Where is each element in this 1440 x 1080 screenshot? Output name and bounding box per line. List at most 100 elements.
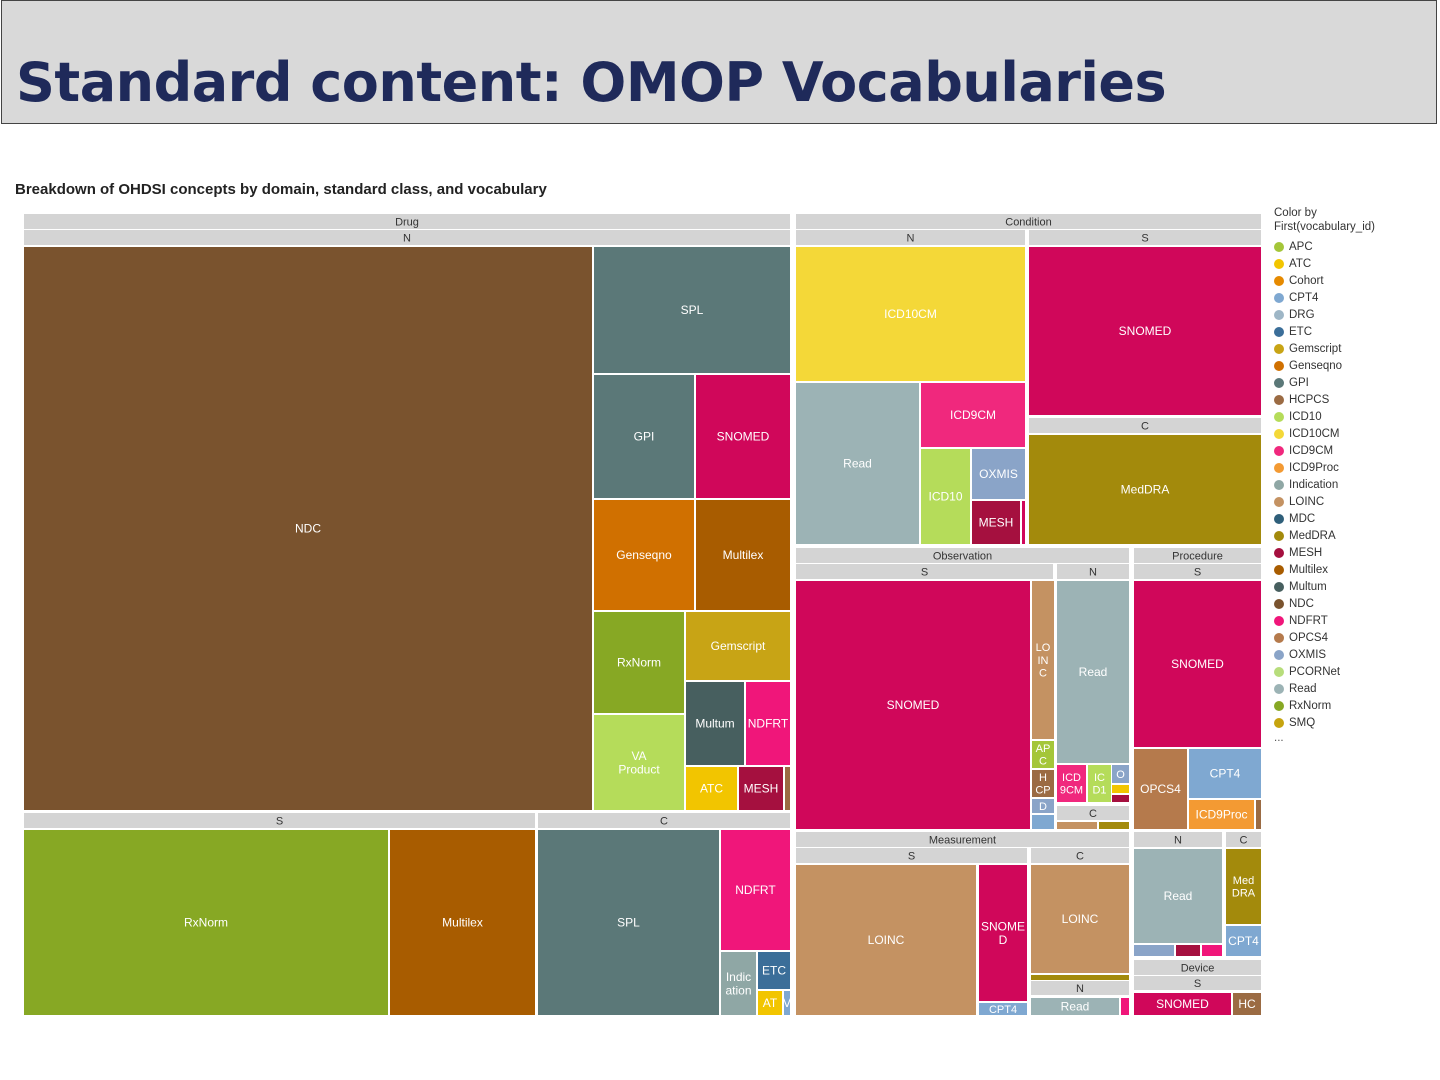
- legend-more: ...: [1274, 732, 1284, 744]
- treemap-cell: [796, 383, 919, 544]
- legend-item: Multum: [1274, 578, 1434, 595]
- treemap-cell-label: ICD9CM: [950, 408, 996, 422]
- treemap-cell: [1088, 765, 1111, 802]
- treemap-header-label: C: [1240, 834, 1248, 846]
- treemap-cell-label: SNOMED: [1119, 324, 1172, 338]
- treemap-header-label: C: [660, 815, 668, 827]
- treemap-cell-label: V: [783, 996, 791, 1010]
- treemap-header-label: Measurement: [929, 834, 996, 846]
- treemap-cell-label: Multilex: [723, 548, 764, 562]
- treemap-cell: [594, 500, 694, 610]
- treemap-header-label: S: [1141, 232, 1148, 244]
- treemap-cell: [24, 830, 388, 1015]
- treemap-cell: [796, 247, 1025, 381]
- treemap-header-label: Procedure: [1172, 550, 1223, 562]
- treemap-cell: [1134, 993, 1231, 1015]
- treemap-cell-label: AP C: [1036, 743, 1051, 768]
- treemap-cell: [686, 767, 737, 810]
- legend-item: ETC: [1274, 323, 1434, 340]
- legend-item: RxNorm: [1274, 697, 1434, 714]
- treemap-cell-label: Read: [843, 457, 872, 471]
- treemap-cell-label: Gemscript: [711, 639, 766, 653]
- treemap-cell: [979, 865, 1027, 1001]
- treemap-cell: [594, 715, 684, 810]
- legend-label: NDFRT: [1289, 614, 1328, 627]
- treemap-cell-label: ICD10CM: [884, 307, 937, 321]
- legend-title-line1: Color by: [1274, 207, 1317, 219]
- treemap-header-label: C: [1089, 808, 1097, 820]
- treemap-cell: [1057, 822, 1097, 829]
- legend-label: PCORNet: [1289, 665, 1341, 678]
- legend-swatch: [1274, 717, 1284, 728]
- legend-item: SMQ: [1274, 714, 1434, 731]
- treemap-cell-label: GPI: [634, 430, 655, 444]
- treemap-cell: [796, 865, 976, 1015]
- treemap-header-label: S: [276, 815, 283, 827]
- treemap-cell: [1112, 785, 1129, 793]
- treemap-cell: [1031, 975, 1129, 980]
- treemap-header: [796, 564, 1053, 579]
- legend-label: NDC: [1289, 597, 1314, 610]
- treemap-cell: [1112, 795, 1129, 802]
- treemap-cell: [1112, 765, 1129, 783]
- legend-item: NDFRT: [1274, 612, 1434, 629]
- legend-swatch: [1274, 513, 1284, 524]
- treemap-header-label: Condition: [1005, 216, 1051, 228]
- treemap-cell-label: IC D1: [1092, 772, 1106, 797]
- legend-item: Genseqno: [1274, 357, 1434, 374]
- treemap-header: [538, 813, 790, 828]
- treemap-cell: [1256, 800, 1261, 829]
- legend-label: ATC: [1289, 257, 1312, 270]
- treemap-header: [1134, 564, 1261, 579]
- treemap-cell: [686, 612, 790, 680]
- treemap-header: [1057, 806, 1129, 820]
- legend-item: MedDRA: [1274, 527, 1434, 544]
- treemap-cell: [1121, 998, 1129, 1015]
- legend-label: Cohort: [1289, 274, 1324, 287]
- treemap-cell: [1099, 822, 1129, 829]
- legend-label: OXMIS: [1289, 648, 1327, 661]
- treemap-header-label: N: [1076, 983, 1084, 995]
- treemap-header: [24, 214, 790, 229]
- treemap-cell-label: Read: [1061, 1000, 1090, 1014]
- treemap-cell: [1057, 581, 1129, 763]
- treemap-header: [796, 214, 1261, 229]
- legend-item: MDC: [1274, 510, 1434, 527]
- treemap-cell: [696, 500, 790, 610]
- treemap-cell-label: VA Product: [618, 749, 660, 777]
- treemap-header: [1134, 548, 1261, 563]
- legend-label: ETC: [1289, 325, 1312, 338]
- treemap-cell: [594, 375, 694, 498]
- treemap-header-label: Observation: [933, 550, 992, 562]
- legend-label: CPT4: [1289, 291, 1319, 304]
- legend-label: ICD9CM: [1289, 444, 1334, 457]
- legend-swatch: [1274, 462, 1284, 473]
- treemap-cell: [1202, 945, 1222, 956]
- treemap-cell: [785, 767, 790, 810]
- legend-item: OXMIS: [1274, 646, 1434, 663]
- legend-title: Color by First(vocabulary_id): [1274, 206, 1434, 234]
- legend-label: LOINC: [1289, 495, 1325, 508]
- treemap-cell: [1032, 815, 1054, 829]
- title-bar: Standard content: OMOP Vocabularies: [1, 0, 1437, 124]
- legend-swatch: [1274, 547, 1284, 558]
- legend-label: OPCS4: [1289, 631, 1328, 644]
- legend-swatch: [1274, 496, 1284, 507]
- legend-swatch: [1274, 530, 1284, 541]
- legend-items: APC ATC Cohort CPT4 DRG ETC Gemscript Genseqno G…: [1274, 238, 1434, 731]
- treemap-header: [1134, 976, 1261, 990]
- legend: Color by First(vocabulary_id) APC ATC Coho…: [1274, 206, 1434, 745]
- treemap-cell: [739, 767, 783, 810]
- treemap-cell: [1032, 581, 1054, 739]
- legend-label: Multilex: [1289, 563, 1328, 576]
- legend-swatch: [1274, 564, 1284, 575]
- legend-item: ICD9CM: [1274, 442, 1434, 459]
- legend-item: APC: [1274, 238, 1434, 255]
- treemap-cell: [1134, 945, 1174, 956]
- treemap-cell: [1233, 993, 1261, 1015]
- treemap-header-label: S: [921, 566, 928, 578]
- legend-swatch: [1274, 343, 1284, 354]
- treemap-header: [1031, 848, 1129, 863]
